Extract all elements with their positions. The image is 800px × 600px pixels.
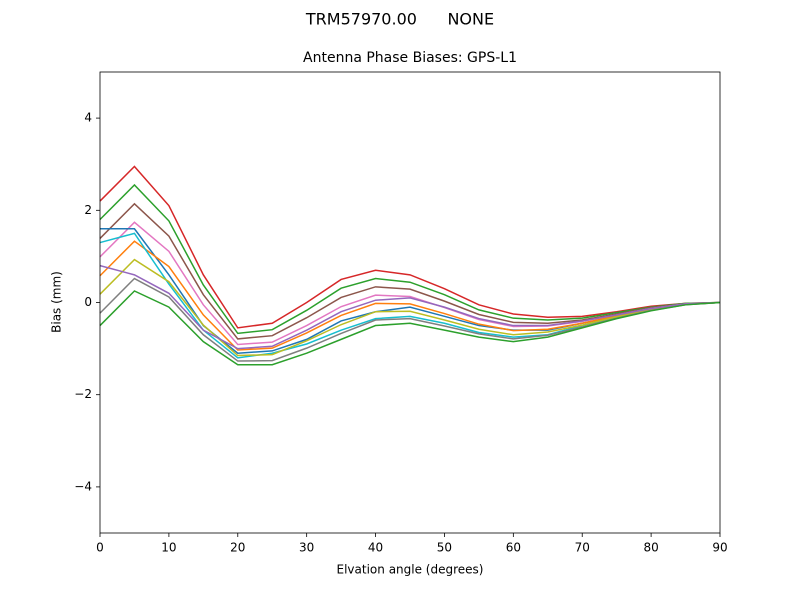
x-tick-label: 90 <box>712 541 727 555</box>
x-tick-label: 70 <box>575 541 590 555</box>
series-line <box>99 221 721 346</box>
series-line <box>99 202 721 340</box>
x-tick-label: 60 <box>506 541 521 555</box>
x-axis-label: Elvation angle (degrees) <box>337 563 484 577</box>
x-tick-label: 50 <box>437 541 452 555</box>
y-tick-label: −2 <box>74 387 92 401</box>
chart-title: Antenna Phase Biases: GPS-L1 <box>303 50 517 66</box>
series-line <box>99 240 721 351</box>
series-line <box>99 165 721 329</box>
series-line <box>99 183 721 335</box>
y-tick-label: 0 <box>84 295 92 309</box>
x-tick-label: 80 <box>643 541 658 555</box>
x-tick-label: 30 <box>299 541 314 555</box>
x-tick-label: 20 <box>230 541 245 555</box>
x-tick-label: 40 <box>368 541 383 555</box>
y-tick-label: 2 <box>84 203 92 217</box>
series-line <box>99 290 721 366</box>
y-tick-label: −4 <box>74 479 92 493</box>
y-axis-label: Bias (mm) <box>50 271 64 333</box>
series-line <box>99 258 721 357</box>
x-tick-label: 0 <box>96 541 104 555</box>
suptitle: TRM57970.00 NONE <box>305 10 494 29</box>
series-line <box>100 227 721 354</box>
plot-frame <box>99 71 721 534</box>
y-tick-label: 4 <box>84 111 92 125</box>
series-line <box>99 264 721 350</box>
x-tick-label: 10 <box>161 541 176 555</box>
series-line <box>99 232 721 359</box>
